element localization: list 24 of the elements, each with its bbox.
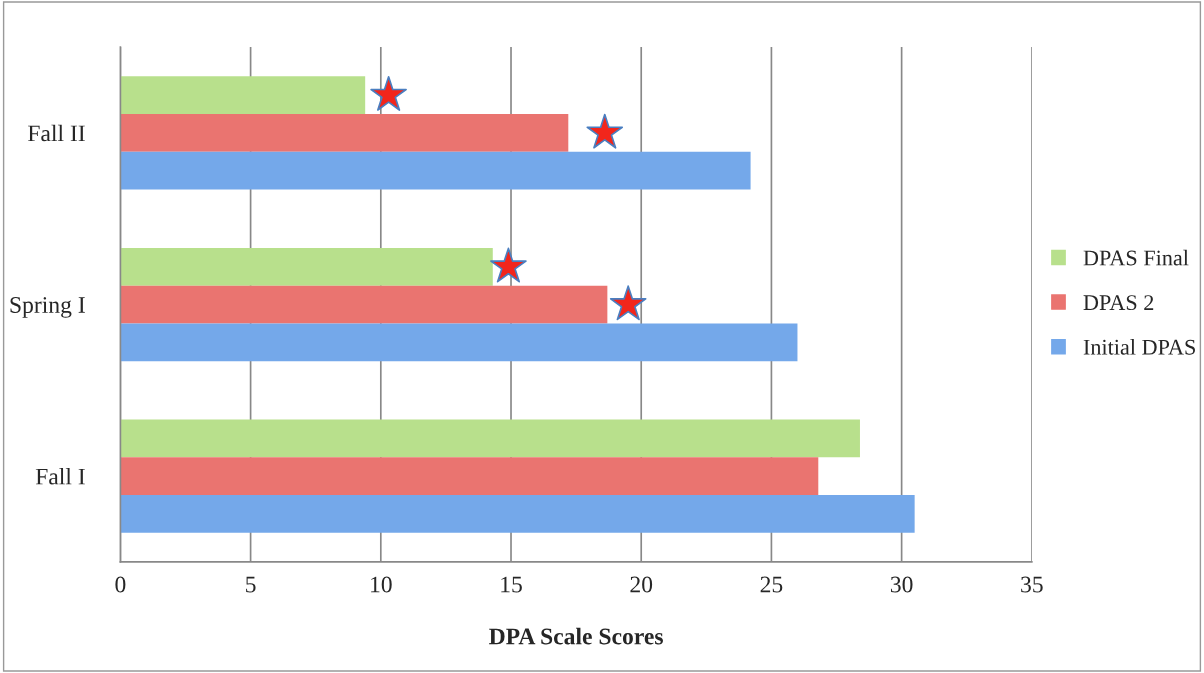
legend-label: Initial DPAS [1083,339,1195,355]
x-tick-label: 25 [760,576,783,593]
bar [120,76,366,115]
x-tick-label: 0 [115,576,126,593]
x-axis-title: DPA Scale Scores [489,627,663,645]
bar [120,114,569,152]
x-tick-label: 15 [501,576,522,593]
bar [120,247,493,286]
bar [120,495,915,533]
bar [120,457,819,496]
bar [120,285,608,324]
y-tick-label: Spring I [10,297,85,318]
x-tick-label: 5 [246,576,256,593]
y-tick-label: Fall I [35,467,85,485]
x-tick-label: 35 [1021,576,1043,593]
x-tick-label: 30 [890,576,913,593]
legend-label: DPAS 2 [1083,295,1154,311]
legend-label: DPAS Final [1083,249,1189,266]
bar [120,419,860,458]
bar [120,151,751,190]
x-tick-label: 10 [371,576,392,593]
bar [120,323,798,362]
x-tick-label: 20 [630,576,653,593]
y-tick-label: Fall II [28,124,85,142]
